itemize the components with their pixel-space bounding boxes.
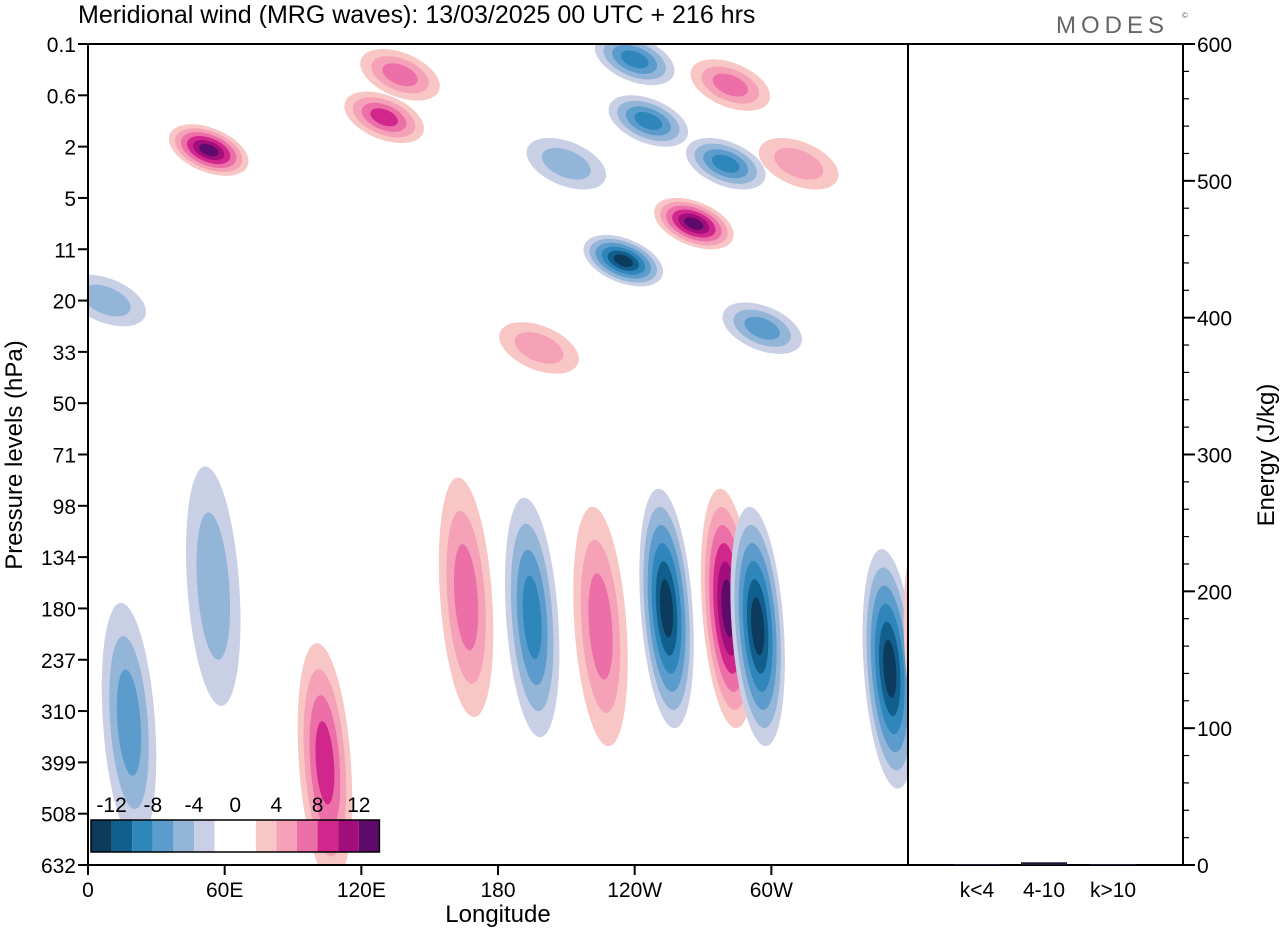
colorbar: -12 -8 -4 0 4 8 12	[90, 794, 381, 853]
colorbar-swatch	[214, 820, 236, 852]
colorbar-label: -4	[185, 794, 204, 817]
heatmap-panel: 0.1 0.6 2 5 11 20 33 50 71 98 134 180 237 310 399 508 63…	[1, 34, 909, 928]
energy-tick-label: 600	[1197, 34, 1232, 57]
y-tick-label: 5	[64, 188, 76, 211]
energy-axis-label: Energy (J/kg)	[1253, 384, 1280, 527]
x-tick-label: 60W	[750, 879, 793, 902]
energy-frame	[907, 43, 1184, 866]
chart-title: Meridional wind (MRG waves): 13/03/2025 …	[78, 1, 755, 29]
x-tick-label: 120E	[337, 879, 386, 902]
colorbar-label: -8	[143, 794, 162, 817]
contour-feature	[751, 597, 765, 656]
x-tick-label: 60E	[206, 879, 243, 902]
contour-feature	[883, 639, 897, 698]
colorbar-swatch	[276, 820, 297, 852]
contour-feature	[620, 50, 649, 69]
colorbar-swatch	[297, 820, 318, 852]
contour-feature	[522, 575, 542, 660]
colorbar-swatch	[358, 820, 380, 852]
y-tick-label: 50	[53, 393, 76, 416]
colorbar-swatch	[173, 820, 194, 852]
colorbar-swatch	[132, 820, 153, 852]
x-tick-label: 180	[480, 879, 515, 902]
contour-feature	[659, 579, 674, 638]
energy-bar	[1090, 864, 1136, 865]
colorbar-swatch	[317, 820, 339, 852]
y-tick-label: 2	[64, 137, 76, 160]
x-tick-label: 0	[82, 879, 94, 902]
energy-tick-label: 300	[1197, 445, 1232, 468]
energy-bars	[954, 862, 1136, 865]
colorbar-swatch	[111, 820, 133, 852]
y-tick-label: 11	[54, 239, 76, 262]
y-tick-label: 98	[53, 496, 76, 519]
y-tick-label: 71	[53, 445, 76, 468]
y-tick-label: 632	[41, 855, 76, 878]
energy-category-labels: k<4 4-10 k>10	[960, 879, 1136, 902]
colorbar-frame	[90, 819, 381, 853]
energy-category-label: k>10	[1090, 879, 1136, 902]
energy-tick-label: 500	[1197, 171, 1232, 194]
colorbar-swatch	[255, 820, 277, 852]
y-tick-label: 310	[41, 701, 76, 724]
y-axis-ticks: 0.1 0.6 2 5 11 20 33 50 71 98 134 180 237 310 399 508 63…	[41, 34, 88, 878]
contour-feature	[613, 254, 633, 267]
contour-feature	[88, 284, 131, 317]
energy-tick-label: 0	[1197, 855, 1209, 878]
contour-field	[88, 44, 908, 865]
y-tick-label: 0.1	[47, 34, 76, 57]
colorbar-label: 12	[347, 794, 370, 817]
contour-feature	[711, 154, 740, 173]
y-axis-label: Pressure levels (hPa)	[1, 340, 28, 569]
colorbar-swatch	[235, 820, 256, 852]
contour-feature	[196, 512, 231, 660]
energy-bar	[1021, 862, 1067, 865]
energy-tick-label: 100	[1197, 718, 1232, 741]
brand-mark: ©	[1182, 11, 1193, 20]
contour-feature	[199, 143, 219, 157]
contour-feature	[774, 147, 824, 180]
y-tick-label: 399	[41, 752, 76, 775]
y-tick-label: 0.6	[47, 85, 76, 108]
contour-feature	[453, 544, 479, 651]
x-axis-ticks: 0 60E 120E 180 120W 60W	[82, 865, 793, 902]
colorbar-swatch	[152, 820, 174, 852]
contour-feature	[744, 316, 780, 340]
contour-feature	[382, 63, 418, 87]
contour-feature	[116, 669, 142, 776]
energy-bar	[954, 864, 1000, 865]
contour-feature	[541, 147, 591, 180]
x-tick-label: 120W	[607, 879, 662, 902]
y-tick-label: 508	[41, 804, 76, 827]
contour-feature	[634, 111, 663, 130]
colorbar-label: -12	[96, 794, 126, 817]
colorbar-label: 8	[312, 794, 324, 817]
contour-feature	[712, 73, 749, 97]
energy-tick-label: 400	[1197, 308, 1232, 331]
brand-logo: MODES	[1056, 12, 1169, 39]
energy-tick-label: 200	[1197, 581, 1232, 604]
contour-feature	[588, 573, 613, 680]
contour-feature	[514, 332, 564, 364]
y-tick-label: 180	[41, 598, 76, 621]
contour-feature	[315, 721, 335, 805]
y-tick-label: 20	[53, 291, 76, 314]
y-tick-label: 237	[41, 650, 76, 673]
y-tick-label: 33	[53, 342, 76, 365]
energy-category-label: k<4	[960, 879, 995, 902]
contour-feature	[370, 108, 398, 127]
energy-category-label: 4-10	[1023, 879, 1065, 902]
y-tick-label: 134	[41, 547, 76, 570]
colorbar-swatch	[338, 820, 359, 852]
colorbar-swatch	[91, 820, 112, 852]
colorbar-label: 0	[229, 794, 241, 817]
colorbar-swatch	[194, 820, 215, 852]
energy-axis-ticks: 0 100 200 300 400 500 600	[1183, 34, 1232, 878]
colorbar-label: 4	[271, 794, 283, 817]
contour-feature	[684, 217, 704, 230]
energy-panel: 0 100 200 300 400 500 600 k<4 4-10 k>10 Energy (…	[907, 34, 1280, 902]
x-axis-label: Longitude	[445, 901, 550, 928]
